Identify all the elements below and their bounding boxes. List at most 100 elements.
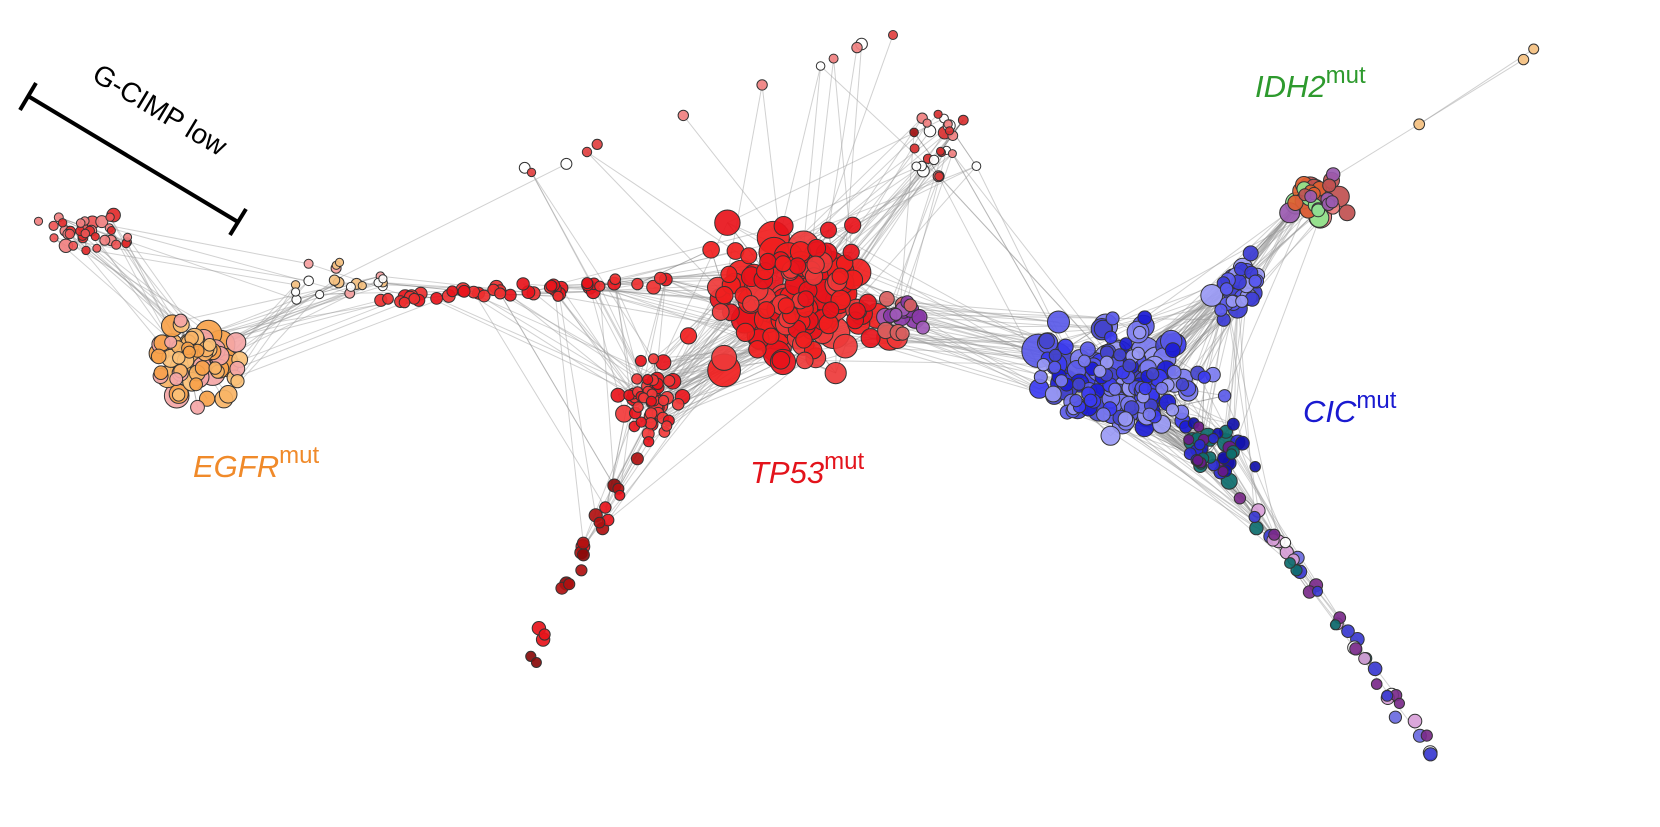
- edge: [531, 172, 654, 360]
- node: [860, 328, 881, 349]
- node: [1048, 348, 1062, 362]
- node: [334, 257, 345, 267]
- gene: EGFR: [193, 449, 279, 484]
- node: [1194, 439, 1206, 451]
- edge: [910, 309, 1113, 319]
- node: [575, 564, 588, 577]
- edge: [828, 229, 1056, 356]
- node: [345, 281, 356, 292]
- edge: [53, 237, 309, 282]
- edge: [907, 301, 1113, 319]
- node: [591, 138, 603, 150]
- node: [92, 243, 102, 253]
- edge: [844, 119, 964, 264]
- node: [150, 348, 167, 365]
- node: [1517, 53, 1530, 66]
- node: [457, 284, 471, 298]
- node: [947, 149, 957, 159]
- edge: [582, 413, 652, 544]
- node: [1142, 407, 1157, 421]
- node: [48, 220, 59, 231]
- edge: [951, 153, 1078, 371]
- node: [1349, 642, 1363, 656]
- node: [328, 274, 341, 286]
- node: [1249, 461, 1261, 473]
- edge: [804, 359, 1057, 365]
- edge: [1226, 303, 1279, 542]
- node: [922, 118, 932, 128]
- node: [748, 340, 767, 359]
- node: [971, 161, 982, 172]
- node: [771, 351, 791, 370]
- node: [225, 332, 247, 353]
- node: [851, 41, 863, 54]
- node: [642, 374, 654, 385]
- edge: [938, 176, 1109, 360]
- node: [408, 292, 421, 305]
- node: [1235, 435, 1250, 451]
- edge: [586, 151, 719, 288]
- node: [1367, 661, 1383, 677]
- bracket-end: [228, 207, 248, 237]
- edge: [462, 289, 670, 382]
- node: [1413, 118, 1426, 131]
- edge: [828, 47, 858, 231]
- edge: [599, 286, 615, 486]
- node: [824, 362, 847, 385]
- edge: [473, 291, 657, 403]
- node: [545, 279, 558, 292]
- edge: [1112, 317, 1224, 321]
- cluster-label: EGFRmut: [193, 442, 319, 484]
- edge: [84, 220, 309, 265]
- bracket-line: [26, 94, 240, 224]
- node: [648, 353, 659, 365]
- node: [1175, 377, 1190, 392]
- edge: [803, 65, 822, 247]
- edge: [551, 225, 784, 287]
- node: [1249, 520, 1264, 536]
- edge: [522, 283, 650, 387]
- node: [909, 127, 919, 138]
- edge: [607, 357, 725, 521]
- node: [635, 416, 647, 428]
- edge: [922, 325, 1106, 329]
- node: [807, 238, 827, 258]
- node: [494, 287, 507, 300]
- edge: [237, 299, 297, 382]
- node: [957, 114, 969, 126]
- node: [594, 280, 606, 292]
- edge: [628, 225, 784, 396]
- gene: IDH2: [1255, 69, 1326, 104]
- node: [1093, 364, 1107, 378]
- node: [828, 53, 839, 64]
- edge: [816, 34, 894, 249]
- node: [848, 302, 866, 320]
- edge: [884, 176, 940, 318]
- node: [679, 327, 698, 345]
- node: [806, 255, 825, 274]
- node: [671, 398, 685, 411]
- edge: [1120, 417, 1291, 564]
- edge: [1183, 377, 1317, 586]
- node: [911, 161, 922, 172]
- node: [106, 226, 116, 235]
- edge: [828, 165, 922, 231]
- node: [661, 420, 673, 432]
- node: [593, 516, 606, 529]
- node: [218, 385, 238, 404]
- node: [1338, 204, 1356, 222]
- node: [1108, 382, 1122, 396]
- edge: [1101, 303, 1227, 330]
- node: [90, 232, 100, 242]
- node: [1122, 358, 1137, 373]
- node: [833, 333, 858, 359]
- node: [646, 279, 661, 295]
- node: [1225, 448, 1238, 460]
- node: [64, 228, 76, 240]
- edge: [829, 269, 1048, 359]
- edge: [420, 293, 652, 402]
- nodes: [33, 30, 1540, 762]
- node: [1166, 364, 1182, 380]
- node: [1048, 360, 1062, 374]
